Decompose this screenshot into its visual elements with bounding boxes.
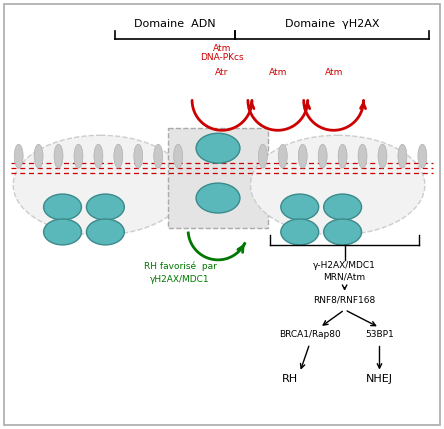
Ellipse shape [324, 194, 361, 220]
Ellipse shape [338, 144, 347, 168]
Text: BRCA1/Rap80: BRCA1/Rap80 [279, 329, 341, 338]
Ellipse shape [94, 144, 103, 168]
Ellipse shape [44, 219, 81, 245]
Ellipse shape [196, 133, 240, 163]
Ellipse shape [358, 144, 367, 168]
Ellipse shape [34, 144, 43, 168]
Text: γ-H2AX/MDC1
MRN/Atm: γ-H2AX/MDC1 MRN/Atm [313, 261, 376, 282]
Text: Domaine  γH2AX: Domaine γH2AX [285, 18, 379, 29]
Text: Domaine  ADN: Domaine ADN [135, 18, 216, 29]
Ellipse shape [278, 144, 287, 168]
Text: DNA-PKcs: DNA-PKcs [200, 54, 244, 63]
Ellipse shape [324, 219, 361, 245]
Ellipse shape [14, 144, 23, 168]
Text: RNF8/RNF168: RNF8/RNF168 [313, 296, 376, 305]
Text: Atm: Atm [213, 43, 231, 52]
Ellipse shape [378, 144, 387, 168]
Text: 53BP1: 53BP1 [365, 329, 394, 338]
Ellipse shape [174, 144, 182, 168]
Ellipse shape [87, 194, 124, 220]
Ellipse shape [250, 135, 425, 235]
Text: Atm: Atm [269, 69, 287, 78]
Text: NHEJ: NHEJ [366, 375, 393, 384]
Text: RH: RH [281, 375, 298, 384]
Ellipse shape [196, 183, 240, 213]
Ellipse shape [281, 219, 319, 245]
Ellipse shape [418, 144, 427, 168]
FancyBboxPatch shape [168, 128, 268, 228]
Ellipse shape [398, 144, 407, 168]
Ellipse shape [134, 144, 143, 168]
Ellipse shape [281, 194, 319, 220]
Ellipse shape [44, 194, 81, 220]
Ellipse shape [54, 144, 63, 168]
Text: Atr: Atr [215, 69, 229, 78]
Ellipse shape [154, 144, 163, 168]
Ellipse shape [298, 144, 307, 168]
Text: RH favorisé  par
γH2AX/MDC1: RH favorisé par γH2AX/MDC1 [144, 262, 217, 284]
Ellipse shape [74, 144, 83, 168]
Ellipse shape [318, 144, 327, 168]
Ellipse shape [87, 219, 124, 245]
Ellipse shape [13, 135, 188, 235]
Ellipse shape [258, 144, 267, 168]
Text: Atm: Atm [325, 69, 343, 78]
Ellipse shape [114, 144, 123, 168]
